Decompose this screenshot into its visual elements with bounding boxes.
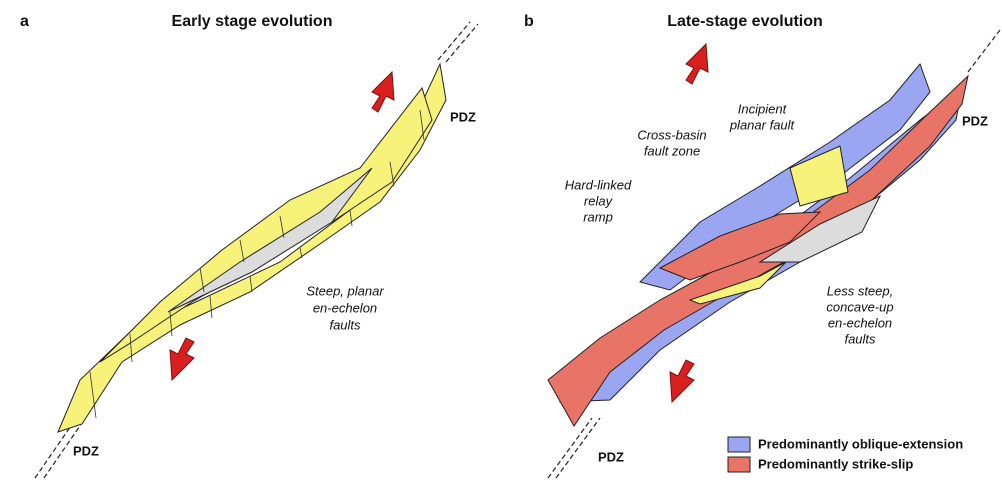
panel-a: a Early stage evolution PDZ PDZ Steep, p… bbox=[20, 13, 478, 478]
panel-letter: b bbox=[524, 13, 534, 30]
annotation: planar fault bbox=[729, 117, 796, 132]
annotation: en-echelon bbox=[313, 300, 377, 315]
annotation: relay bbox=[584, 193, 614, 208]
pdz-line bbox=[438, 22, 470, 60]
annotation: faults bbox=[844, 331, 876, 346]
motion-arrow bbox=[170, 338, 194, 380]
pdz-line bbox=[556, 418, 600, 478]
annotation: Less steep, bbox=[827, 283, 894, 298]
pdz-label: PDZ bbox=[450, 109, 476, 124]
panel-title: Early stage evolution bbox=[172, 13, 333, 30]
figure: a Early stage evolution PDZ PDZ Steep, p… bbox=[0, 0, 1002, 482]
annotation: concave-up bbox=[826, 299, 893, 314]
annotation: fault zone bbox=[644, 143, 700, 158]
legend-swatch bbox=[728, 457, 750, 472]
pdz-line bbox=[968, 30, 1000, 72]
pdz-label: PDZ bbox=[962, 113, 988, 128]
motion-arrow bbox=[372, 72, 394, 112]
legend-label: Predominantly strike-slip bbox=[758, 456, 913, 471]
annotation: Cross-basin bbox=[637, 127, 706, 142]
panel-letter: a bbox=[20, 13, 29, 30]
annotation: en-echelon bbox=[828, 315, 892, 330]
pdz-line bbox=[446, 24, 478, 62]
legend-swatch bbox=[728, 437, 750, 452]
legend: Predominantly oblique-extension Predomina… bbox=[728, 436, 963, 472]
annotation: ramp bbox=[583, 209, 613, 224]
pdz-line bbox=[548, 418, 592, 478]
pdz-label: PDZ bbox=[73, 443, 99, 458]
fault-sheet bbox=[100, 88, 432, 362]
motion-arrow bbox=[670, 360, 694, 402]
panel-b: b Late-stage evolution PDZ PDZ Incipient… bbox=[524, 13, 1000, 478]
annotation: Steep, planar bbox=[306, 283, 384, 298]
panel-title: Late-stage evolution bbox=[667, 13, 823, 30]
legend-label: Predominantly oblique-extension bbox=[758, 436, 963, 451]
motion-arrow bbox=[686, 44, 708, 84]
annotation: Incipient bbox=[738, 101, 788, 116]
annotation: Hard-linked bbox=[565, 177, 632, 192]
annotation: faults bbox=[329, 317, 361, 332]
pdz-label: PDZ bbox=[598, 449, 624, 464]
